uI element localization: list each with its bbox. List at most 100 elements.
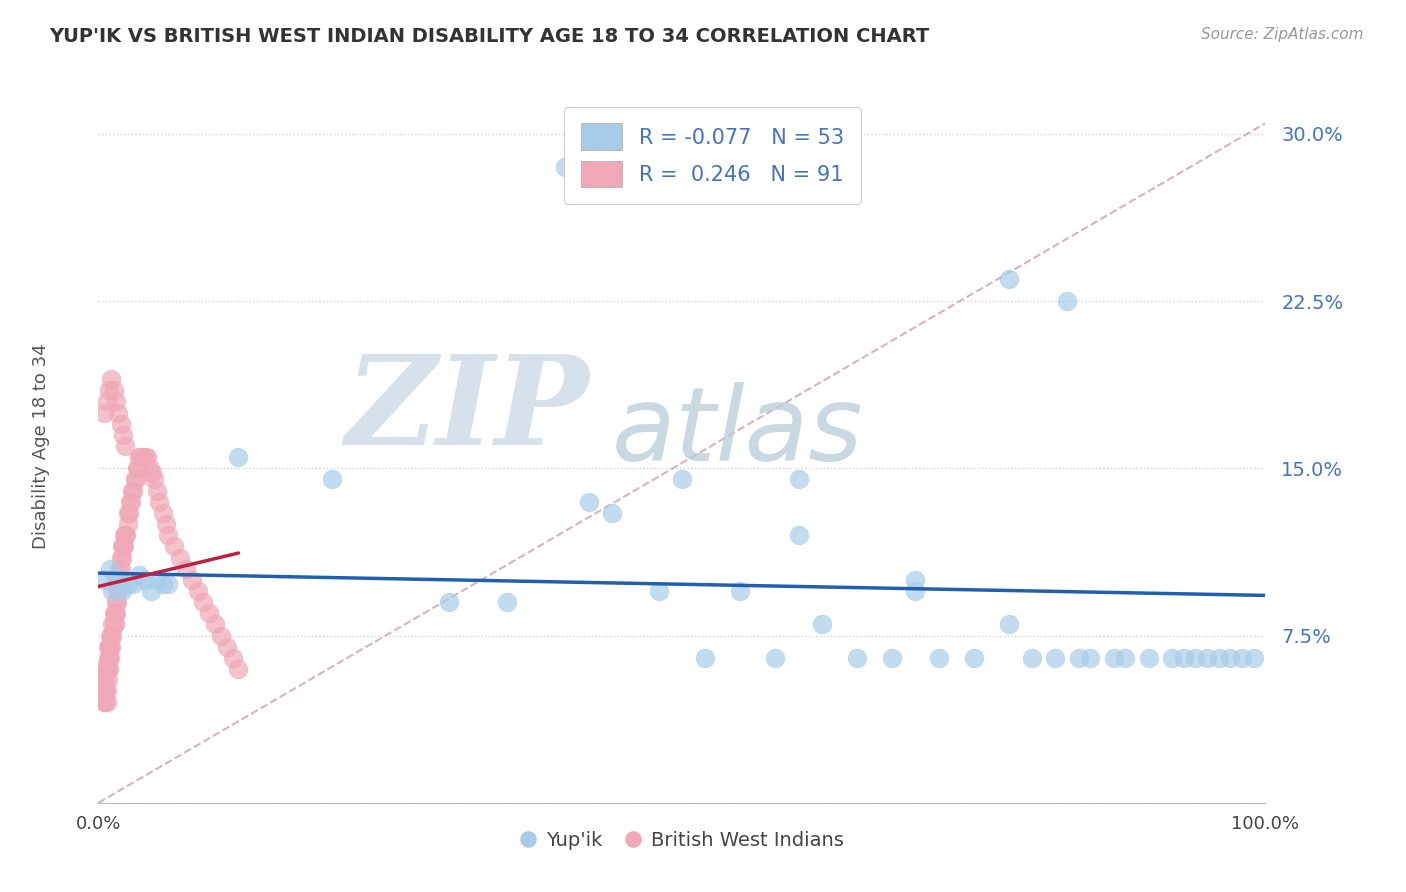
Point (111, 550, 134, 565)
Point (107, 583, 129, 598)
Point (117, 577, 139, 591)
Point (846, 651, 869, 665)
Point (111, 583, 134, 598)
Point (101, 583, 124, 598)
Point (110, 550, 132, 565)
Point (1173, 651, 1195, 665)
Point (136, 450, 159, 464)
Point (146, 483, 169, 498)
Point (1161, 651, 1184, 665)
Point (928, 651, 950, 665)
Point (104, 607, 127, 621)
Text: YUP'IK VS BRITISH WEST INDIAN DISABILITY AGE 18 TO 34 CORRELATION CHART: YUP'IK VS BRITISH WEST INDIAN DISABILITY… (49, 27, 929, 45)
Point (578, 494, 600, 508)
Point (1045, 651, 1067, 665)
Point (104, 617, 127, 632)
Point (221, 651, 243, 665)
Point (152, 577, 174, 591)
Point (111, 427, 134, 442)
Point (143, 473, 166, 487)
Point (93, 696, 115, 710)
Point (204, 617, 226, 632)
Point (157, 528, 180, 542)
Point (98, 640, 121, 654)
Point (93, 684, 115, 698)
Point (100, 628, 122, 642)
Point (125, 473, 148, 487)
Point (104, 394, 127, 409)
Point (228, 662, 250, 676)
Point (100, 372, 122, 386)
Point (114, 439, 136, 453)
Point (193, 595, 215, 609)
Point (97, 662, 120, 676)
Point (101, 617, 124, 632)
Point (118, 506, 141, 520)
Point (132, 450, 155, 464)
Point (1219, 651, 1241, 665)
Point (110, 417, 132, 431)
Point (600, 506, 623, 520)
Point (1067, 651, 1090, 665)
Point (962, 651, 984, 665)
Point (763, 651, 786, 665)
Point (997, 617, 1019, 632)
Point (554, 161, 576, 175)
Point (228, 450, 250, 464)
Point (1230, 651, 1253, 665)
Point (129, 450, 152, 464)
Point (97, 384, 120, 398)
Point (112, 528, 135, 542)
Point (100, 640, 122, 654)
Point (104, 573, 127, 587)
Point (997, 271, 1019, 285)
Point (105, 595, 128, 609)
Point (904, 573, 927, 587)
Point (215, 640, 238, 654)
Point (730, 583, 752, 598)
Point (120, 494, 142, 508)
Point (108, 573, 131, 587)
Point (122, 483, 145, 498)
Point (174, 562, 197, 576)
Point (98, 562, 121, 576)
Text: Source: ZipAtlas.com: Source: ZipAtlas.com (1201, 27, 1364, 42)
Point (94, 696, 117, 710)
Point (108, 562, 131, 576)
Text: ZIP: ZIP (344, 350, 589, 471)
Point (128, 450, 150, 464)
Point (94, 684, 117, 698)
Point (104, 595, 127, 609)
Point (139, 583, 162, 598)
Point (1056, 293, 1078, 308)
Point (811, 617, 834, 632)
Point (97, 640, 120, 654)
Point (108, 573, 131, 587)
Point (114, 528, 136, 542)
Point (787, 473, 810, 487)
Point (98, 628, 121, 642)
Point (96, 684, 118, 698)
Point (122, 577, 145, 591)
Point (97, 640, 120, 654)
Point (647, 583, 669, 598)
Point (904, 583, 927, 598)
Point (97, 662, 120, 676)
Point (125, 461, 148, 475)
Point (141, 466, 163, 480)
Point (1114, 651, 1136, 665)
Point (209, 628, 232, 642)
Point (127, 461, 149, 475)
Point (111, 539, 134, 553)
Point (107, 405, 129, 419)
Point (148, 494, 170, 508)
Point (96, 662, 118, 676)
Point (169, 550, 191, 565)
Point (105, 583, 128, 598)
Point (163, 539, 186, 553)
Point (1102, 651, 1125, 665)
Point (1195, 651, 1218, 665)
Point (1080, 651, 1102, 665)
Y-axis label: Disability Age 18 to 34: Disability Age 18 to 34 (32, 343, 49, 549)
Point (134, 573, 156, 587)
